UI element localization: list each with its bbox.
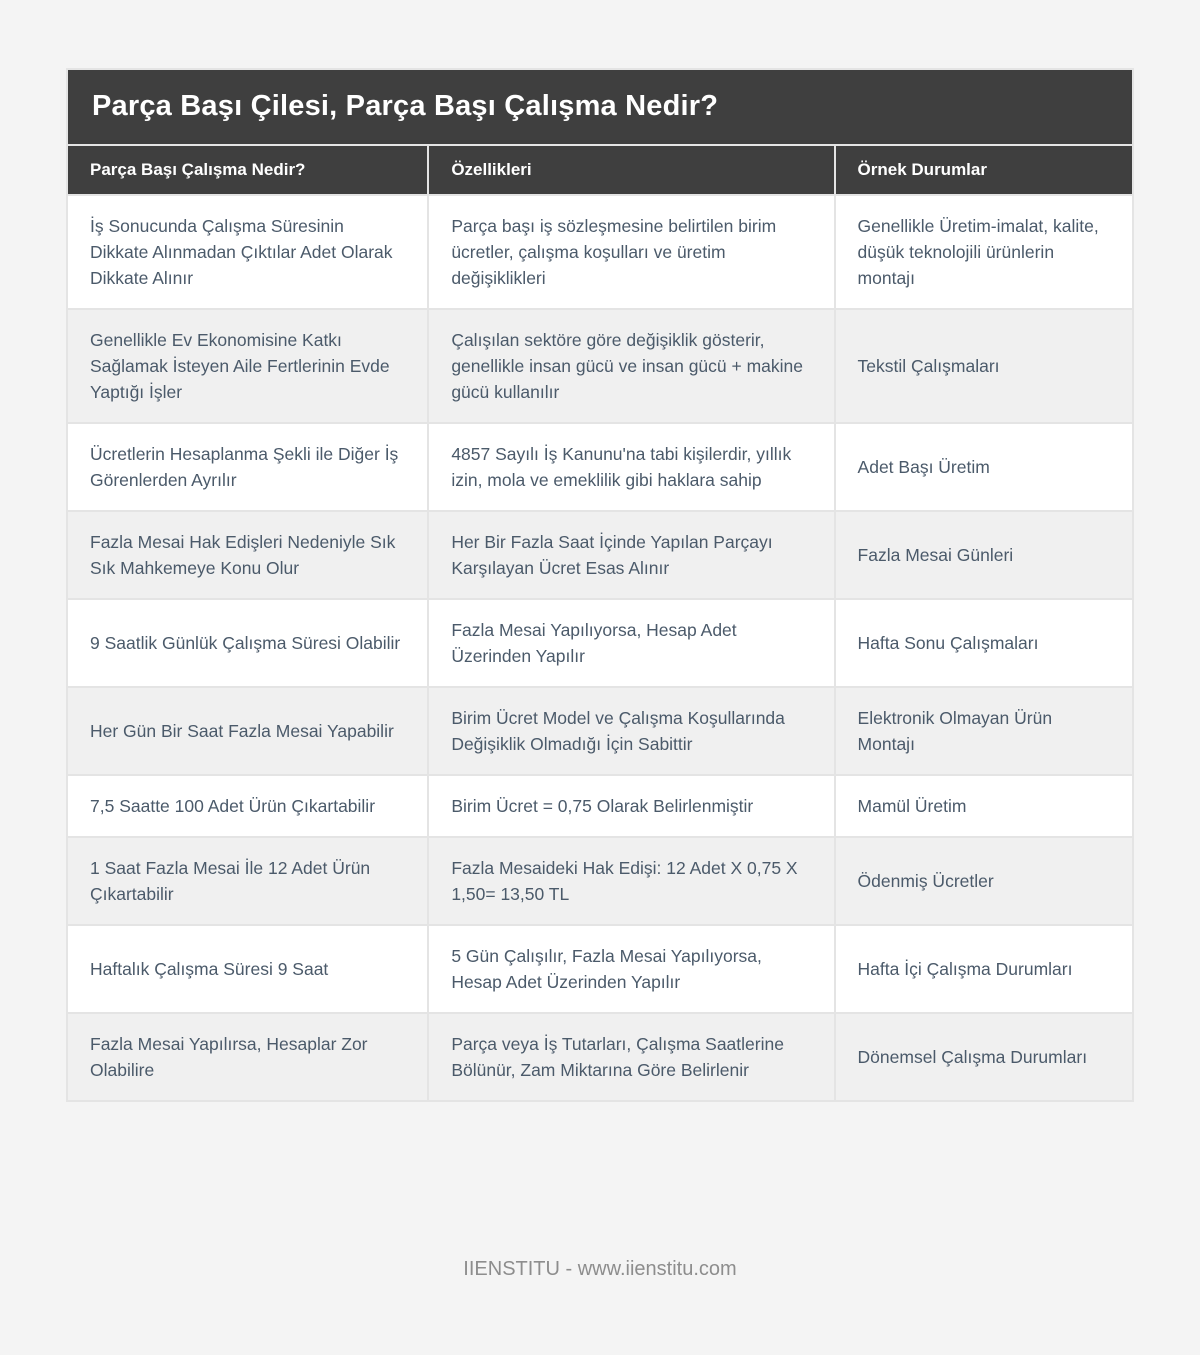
table-cell: 5 Gün Çalışılır, Fazla Mesai Yapılıyorsa… [429, 926, 834, 1012]
table-cell: 7,5 Saatte 100 Adet Ürün Çıkartabilir [68, 776, 428, 836]
attribution-footer: IIENSTITU - www.iienstitu.com [463, 1258, 737, 1280]
table-cell: Genellikle Ev Ekonomisine Katkı Sağlamak… [68, 310, 428, 422]
table-grid: Parça Başı Çalışma Nedir? Özellikleri Ör… [68, 146, 1132, 1100]
page-title: Parça Başı Çilesi, Parça Başı Çalışma Ne… [68, 70, 1132, 144]
table-cell: Ücretlerin Hesaplanma Şekli ile Diğer İş… [68, 424, 428, 510]
table-cell: Mamül Üretim [835, 776, 1132, 836]
column-header-what-is-piecework: Parça Başı Çalışma Nedir? [68, 146, 428, 194]
table-cell: Her Gün Bir Saat Fazla Mesai Yapabilir [68, 688, 428, 774]
column-header-features: Özellikleri [429, 146, 834, 194]
table-cell: Tekstil Çalışmaları [835, 310, 1132, 422]
table-cell: Çalışılan sektöre göre değişiklik göster… [429, 310, 834, 422]
table-cell: Parça veya İş Tutarları, Çalışma Saatler… [429, 1014, 834, 1100]
comparison-table: Parça Başı Çilesi, Parça Başı Çalışma Ne… [66, 68, 1134, 1102]
table-cell: Her Bir Fazla Saat İçinde Yapılan Parçay… [429, 512, 834, 598]
table-cell: 9 Saatlik Günlük Çalışma Süresi Olabilir [68, 600, 428, 686]
table-cell: 1 Saat Fazla Mesai İle 12 Adet Ürün Çıka… [68, 838, 428, 924]
table-cell: Fazla Mesai Günleri [835, 512, 1132, 598]
table-cell: Birim Ücret Model ve Çalışma Koşullarınd… [429, 688, 834, 774]
table-cell: Birim Ücret = 0,75 Olarak Belirlenmiştir [429, 776, 834, 836]
table-cell: Fazla Mesai Yapılıyorsa, Hesap Adet Üzer… [429, 600, 834, 686]
column-header-example-cases: Örnek Durumlar [835, 146, 1132, 194]
table-cell: Fazla Mesai Hak Edişleri Nedeniyle Sık S… [68, 512, 428, 598]
table-cell: Parça başı iş sözleşmesine belirtilen bi… [429, 196, 834, 308]
table-cell: Genellikle Üretim-imalat, kalite, düşük … [835, 196, 1132, 308]
table-cell: Fazla Mesai Yapılırsa, Hesaplar Zor Olab… [68, 1014, 428, 1100]
table-cell: İş Sonucunda Çalışma Süresinin Dikkate A… [68, 196, 428, 308]
table-cell: Fazla Mesaideki Hak Edişi: 12 Adet X 0,7… [429, 838, 834, 924]
table-cell: Hafta Sonu Çalışmaları [835, 600, 1132, 686]
table-cell: Ödenmiş Ücretler [835, 838, 1132, 924]
table-cell: Hafta İçi Çalışma Durumları [835, 926, 1132, 1012]
table-cell: Dönemsel Çalışma Durumları [835, 1014, 1132, 1100]
table-cell: 4857 Sayılı İş Kanunu'na tabi kişilerdir… [429, 424, 834, 510]
table-cell: Haftalık Çalışma Süresi 9 Saat [68, 926, 428, 1012]
table-cell: Adet Başı Üretim [835, 424, 1132, 510]
table-cell: Elektronik Olmayan Ürün Montajı [835, 688, 1132, 774]
